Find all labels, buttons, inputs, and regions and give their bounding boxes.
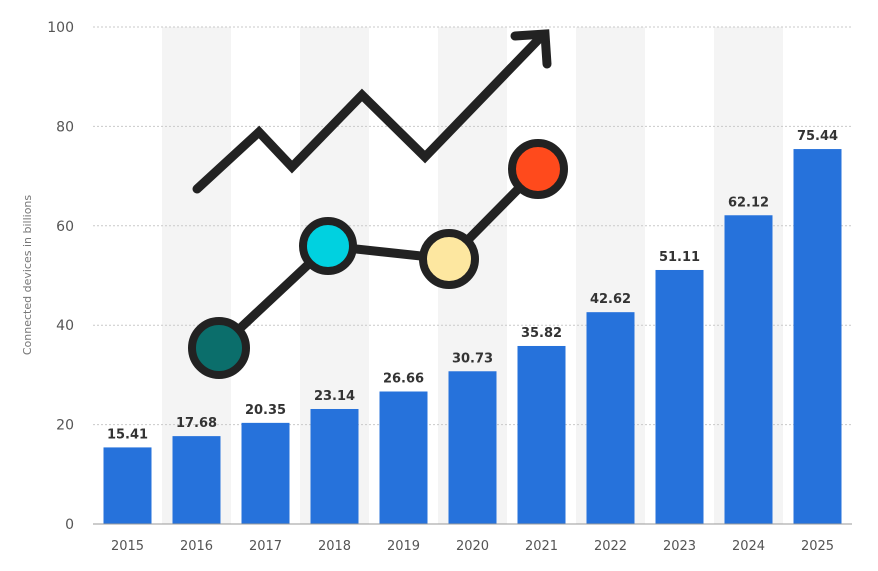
bar — [172, 436, 221, 524]
y-tick-label: 40 — [56, 318, 74, 334]
x-tick-label: 2017 — [249, 539, 282, 554]
y-tick-label: 80 — [56, 119, 74, 135]
connector-line — [215, 165, 542, 352]
bar — [517, 345, 566, 524]
data-label: 35.82 — [521, 326, 562, 341]
data-label: 42.62 — [590, 292, 631, 307]
bar — [655, 269, 704, 524]
trend-arrow-head — [510, 29, 552, 69]
x-tick-label: 2023 — [663, 539, 696, 554]
y-tick-label: 60 — [56, 219, 74, 235]
bar — [793, 149, 842, 524]
data-label: 15.41 — [107, 427, 148, 442]
x-tick-label: 2019 — [387, 539, 420, 554]
dot-orange-icon — [508, 139, 568, 199]
y-axis-label: Connected devices in billions — [21, 195, 34, 356]
bar — [379, 391, 428, 524]
x-tick-label: 2024 — [732, 539, 765, 554]
dot-teal-icon — [188, 317, 250, 379]
data-label: 20.35 — [245, 403, 286, 418]
bar — [724, 215, 773, 524]
y-tick-label: 0 — [65, 517, 74, 533]
dot-cream-icon — [419, 229, 479, 289]
x-tick-label: 2018 — [318, 539, 351, 554]
growth-chart-icon — [188, 29, 568, 379]
data-label: 17.68 — [176, 416, 217, 431]
x-tick-label: 2022 — [594, 539, 627, 554]
trend-arrow-line — [192, 35, 543, 194]
y-tick-label: 100 — [47, 20, 74, 36]
x-tick-label: 2016 — [180, 539, 213, 554]
data-label: 26.66 — [383, 371, 424, 386]
bar — [586, 312, 635, 524]
data-label: 62.12 — [728, 195, 769, 210]
bar — [448, 371, 497, 524]
x-tick-label: 2015 — [111, 539, 144, 554]
data-label: 75.44 — [797, 129, 838, 144]
data-label: 51.11 — [659, 250, 700, 265]
dot-cyan-icon — [299, 217, 357, 275]
bar — [241, 422, 290, 524]
x-tick-label: 2025 — [801, 539, 834, 554]
bar — [103, 447, 152, 524]
x-tick-label: 2020 — [456, 539, 489, 554]
x-axis-ticks: 2015 2016 2017 2018 2019 2020 2021 2022 2023 2024… — [111, 539, 834, 554]
data-labels: 15.41 17.68 20.35 23.14 26.66 30.73 35.82 42.62… — [107, 129, 838, 442]
y-tick-label: 20 — [56, 418, 74, 434]
data-label: 30.73 — [452, 351, 493, 366]
bar — [310, 408, 359, 524]
bars — [103, 149, 842, 524]
y-axis-ticks: 0 20 40 60 80 100 — [47, 20, 74, 533]
data-label: 23.14 — [314, 389, 355, 404]
x-tick-label: 2021 — [525, 539, 558, 554]
